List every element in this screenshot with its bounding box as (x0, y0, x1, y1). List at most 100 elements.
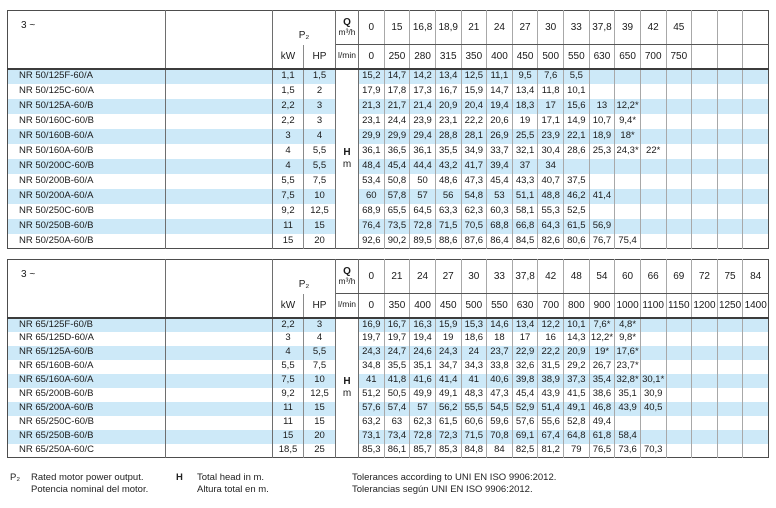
value-cell: 69,1 (512, 429, 539, 444)
value-cell: 86,1 (384, 443, 411, 458)
model-cell: NR 50/250A-60/B (7, 233, 166, 249)
model-cell: NR 65/125F-60/B (7, 317, 166, 332)
value-cell: 62,3 (409, 415, 436, 430)
value-cell: 16,7 (384, 317, 411, 332)
value-cell: 70,8 (486, 429, 513, 444)
flow-lmin-cell: 1250 (717, 293, 744, 318)
value-cell (717, 218, 744, 234)
kw-cell: 15 (272, 429, 304, 444)
value-cell: 53 (486, 188, 513, 204)
value-cell: 28,8 (435, 128, 462, 144)
flow-m3h-cell: 18,9 (435, 10, 462, 45)
flow-lmin-cell: 1200 (691, 293, 718, 318)
value-cell: 48,4 (358, 158, 385, 174)
value-cell: 13,4 (512, 83, 539, 99)
value-cell: 45,4 (512, 387, 539, 402)
footnote-tolerances-text: Tolerances according to UNI EN ISO 9906:… (352, 472, 556, 496)
value-cell: 57,6 (512, 415, 539, 430)
value-cell: 14,6 (486, 317, 513, 332)
value-cell (743, 189, 769, 204)
value-cell: 52,5 (563, 203, 590, 219)
empty-cell (165, 443, 273, 458)
value-cell (691, 113, 718, 129)
value-cell: 73,1 (358, 429, 385, 444)
flow-lmin-cell: 700 (537, 293, 564, 318)
flow-m3h-cell: 42 (640, 10, 667, 45)
value-cell: 24,3 (358, 345, 385, 360)
value-cell (717, 98, 744, 114)
value-cell: 49,1 (563, 401, 590, 416)
kw-cell: 11 (272, 415, 304, 430)
value-cell (717, 345, 744, 360)
model-cell: NR 50/200A-60/A (7, 188, 166, 204)
lmin-header-cell: l/min (335, 293, 359, 318)
value-cell: 20,9 (563, 345, 590, 360)
value-cell: 12,5 (461, 68, 488, 84)
value-cell (640, 317, 667, 332)
value-cell: 87,6 (461, 233, 488, 249)
value-cell: 85,7 (409, 443, 436, 458)
value-cell: 26,7 (589, 359, 616, 374)
flow-m3h-cell: 69 (666, 259, 693, 294)
hp-cell: 20 (303, 429, 336, 444)
empty-cell (165, 415, 273, 430)
kw-header-cell: kW (272, 293, 304, 318)
value-cell: 14,9 (563, 113, 590, 129)
model-cell: NR 50/125A-60/B (7, 98, 166, 114)
flow-m3h-cell: 54 (589, 259, 616, 294)
value-cell (717, 173, 744, 189)
value-cell: 29,9 (384, 128, 411, 144)
value-cell: 86,4 (486, 233, 513, 249)
table-row: NR 50/250C-60/B 9,2 12,5 68,9 65,5 64,5 63,3 62… (7, 203, 769, 219)
model-cell: NR 50/200C-60/B (7, 158, 166, 174)
value-cell: 89,5 (409, 233, 436, 249)
value-cell: 17 (512, 331, 539, 346)
value-cell: 16,3 (409, 317, 436, 332)
value-cell (666, 218, 693, 234)
flow-lmin-cell: 400 (409, 293, 436, 318)
table-row: NR 65/250B-60/B 15 20 73,1 73,4 72,8 72,3 71,5 7… (7, 429, 769, 444)
kw-cell: 3 (272, 331, 304, 346)
value-cell: 63,3 (435, 203, 462, 219)
value-cell: 32,1 (512, 143, 539, 159)
flow-lmin-cell: 315 (435, 44, 462, 69)
value-cell (691, 128, 718, 144)
value-cell: 72,8 (409, 429, 436, 444)
empty-cell (165, 83, 273, 99)
table-row: NR 65/160B-60/A 5,5 7,5 34,8 35,5 35,1 34,7 34,… (7, 359, 769, 374)
value-cell: 10,7 (589, 113, 616, 129)
kw-cell: 9,2 (272, 203, 304, 219)
value-cell: 17,8 (384, 83, 411, 99)
value-cell: 41,4 (589, 188, 616, 204)
empty-cell (165, 98, 273, 114)
value-cell: 22,9 (512, 345, 539, 360)
value-cell: 18* (614, 128, 641, 144)
flow-lmin-cell: 450 (435, 293, 462, 318)
empty-cell (165, 218, 273, 234)
value-cell: 23,1 (358, 113, 385, 129)
value-cell: 34,3 (461, 359, 488, 374)
flow-m3h-cell: 37,8 (512, 259, 539, 294)
value-cell (666, 113, 693, 129)
flow-lmin-cell: 500 (461, 293, 488, 318)
value-cell (743, 444, 769, 458)
flow-m3h-cell: 42 (537, 259, 564, 294)
value-cell: 49,4 (589, 415, 616, 430)
value-cell: 53,4 (358, 173, 385, 189)
footnote-tol-line2: Tolerancias según UNI EN ISO 9906:2012. (352, 484, 533, 495)
value-cell (614, 203, 641, 219)
value-cell (691, 143, 718, 159)
value-cell: 34,8 (358, 359, 385, 374)
kw-cell: 4 (272, 158, 304, 174)
value-cell: 72,3 (435, 429, 462, 444)
flow-m3h-cell: 30 (537, 10, 564, 45)
q-label: Q (343, 16, 351, 28)
table-row: NR 50/200B-60/A 5,5 7,5 53,4 50,8 50 48,6 47,3 4… (7, 173, 769, 189)
flow-m3h-cell: 16,8 (409, 10, 436, 45)
flow-lmin-cell: 250 (384, 44, 411, 69)
table-row: NR 50/160B-60/A 3 4 29,9 29,9 29,4 28,8 28,1 26,… (7, 128, 769, 144)
value-cell (589, 203, 616, 219)
value-cell: 9,5 (512, 68, 539, 84)
value-cell: 57,6 (358, 401, 385, 416)
